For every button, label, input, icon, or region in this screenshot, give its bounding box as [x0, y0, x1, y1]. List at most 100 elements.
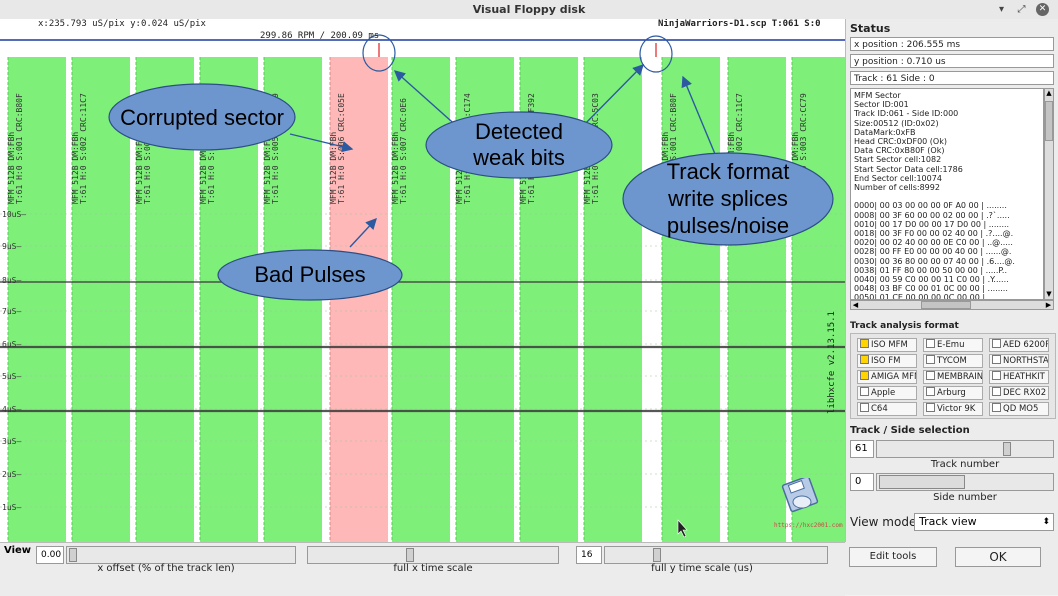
track-plot[interactable]: 10uS– 9uS– 8uS– 7uS– 6uS– 5uS– 4uS– 3uS– 2uS– 1uS…: [0, 19, 845, 542]
details-horizontal-scrollbar[interactable]: ◀ ▶: [850, 300, 1054, 310]
track-number-slider[interactable]: [876, 440, 1054, 458]
sector-band[interactable]: [72, 57, 130, 542]
track-viewer[interactable]: 10uS– 9uS– 8uS– 7uS– 6uS– 5uS– 4uS– 3uS– 2uS– 1uS…: [0, 19, 845, 542]
detail-line: Start Sector cell:1082: [854, 155, 942, 165]
detail-line: Start Sector Data cell:1786: [854, 164, 963, 174]
side-number-input[interactable]: 0: [850, 473, 874, 491]
track-number-input[interactable]: 61: [850, 440, 874, 458]
y-tick-label: 10uS–: [2, 210, 26, 219]
format-checkbox-membrain[interactable]: MEMBRAIN: [923, 370, 983, 384]
track-slider-thumb[interactable]: [1003, 442, 1011, 456]
scroll-thumb[interactable]: [1045, 101, 1053, 141]
y-scale-thumb[interactable]: [653, 548, 661, 562]
sector-band[interactable]: [662, 57, 720, 542]
y-scale-input[interactable]: 16: [576, 546, 602, 564]
side-number-label: Side number: [933, 492, 997, 503]
side-number-slider[interactable]: [876, 473, 1054, 491]
callout-corrupted-text: Corrupted sector: [120, 105, 284, 130]
format-label: MEMBRAIN: [937, 372, 983, 382]
file-info: NinjaWarriors-D1.scp T:061 S:0: [658, 19, 821, 29]
x-offset-slider[interactable]: [66, 546, 296, 564]
checkbox-icon[interactable]: [992, 355, 1001, 364]
y-position-field: y position : 0.710 us: [850, 54, 1054, 68]
view-controls: View 0.00 x offset (% of the track len) …: [0, 542, 845, 596]
checkbox-icon[interactable]: [926, 355, 935, 364]
format-checkbox-victor-9k[interactable]: Victor 9K: [923, 402, 983, 416]
x-scale-slider[interactable]: [307, 546, 559, 564]
format-checkbox-apple[interactable]: Apple: [857, 386, 917, 400]
format-label: E-Emu: [937, 340, 965, 350]
ok-button[interactable]: OK: [955, 547, 1041, 567]
track-side-field: Track : 61 Side : 0: [850, 71, 1054, 85]
scroll-up-icon[interactable]: ▲: [1046, 89, 1052, 97]
svg-text:T:61 H:0 S:005 CRC:6889: T:61 H:0 S:005 CRC:6889: [271, 93, 280, 204]
detail-line: 0008| 00 3F 60 00 00 02 00 00 | .?`.....: [854, 210, 1010, 220]
format-checkbox-tycom[interactable]: TYCOM: [923, 354, 983, 368]
format-checkbox-iso-mfm[interactable]: ISO MFM: [857, 338, 917, 352]
scroll-left-icon[interactable]: ◀: [852, 301, 859, 309]
checkbox-icon[interactable]: [860, 339, 869, 348]
format-checkbox-arburg[interactable]: Arburg: [923, 386, 983, 400]
checkbox-icon[interactable]: [992, 371, 1001, 380]
logo-caption: https://hxc2001.com: [774, 522, 843, 529]
checkbox-icon[interactable]: [860, 387, 869, 396]
format-checkbox-dec-rx02[interactable]: DEC RX02: [989, 386, 1049, 400]
svg-text:T:61 H:0 S:001 CRC:B80F: T:61 H:0 S:001 CRC:B80F: [15, 93, 24, 204]
version-label: libhxcfe v2.13.15.1: [827, 311, 837, 414]
sector-band[interactable]: [8, 57, 66, 542]
checkbox-icon[interactable]: [992, 339, 1001, 348]
checkbox-icon[interactable]: [860, 403, 869, 412]
view-mode-value: Track view: [919, 515, 977, 528]
sector-details[interactable]: MFM Sector Sector ID:001 Track ID:061 - Si…: [850, 88, 1044, 300]
checkbox-icon[interactable]: [860, 371, 869, 380]
format-checkbox-amiga-mfm[interactable]: AMIGA MFM: [857, 370, 917, 384]
checkbox-icon[interactable]: [860, 355, 869, 364]
format-checkbox-heathkit[interactable]: HEATHKIT: [989, 370, 1049, 384]
edit-tools-button[interactable]: Edit tools: [849, 547, 937, 567]
format-label: TYCOM: [937, 356, 967, 366]
y-scale-slider[interactable]: [604, 546, 828, 564]
details-vertical-scrollbar[interactable]: ▲ ▼: [1044, 88, 1054, 300]
minimize-icon[interactable]: ▾: [998, 4, 1005, 15]
detail-line: 0000| 00 03 00 00 00 0F A0 00 | ........: [854, 201, 1007, 211]
scroll-down-icon[interactable]: ▼: [1046, 290, 1052, 298]
checkbox-icon[interactable]: [926, 371, 935, 380]
detail-line: 0040| 00 59 C0 00 00 11 C0 00 | .Y......: [854, 275, 1009, 285]
scroll-right-icon[interactable]: ▶: [1045, 301, 1052, 309]
checkbox-icon[interactable]: [926, 403, 935, 412]
checkbox-icon[interactable]: [992, 387, 1001, 396]
close-icon[interactable]: ✕: [1036, 3, 1049, 16]
format-checkbox-e-emu[interactable]: E-Emu: [923, 338, 983, 352]
x-scale-label: full x time scale: [393, 563, 473, 574]
detail-line: Size:00512 (ID:0x02): [854, 118, 939, 128]
sector-band-corrupted[interactable]: [330, 57, 388, 542]
x-scale-thumb[interactable]: [406, 548, 414, 562]
sector-band[interactable]: [792, 57, 845, 542]
mouse-cursor-icon: [677, 519, 688, 538]
view-mode-select[interactable]: Track view ⬍: [914, 513, 1054, 531]
side-slider-thumb[interactable]: [879, 475, 965, 489]
x-offset-thumb[interactable]: [69, 548, 77, 562]
x-offset-input[interactable]: 0.00: [36, 546, 64, 564]
format-label: AMIGA MFM: [871, 372, 917, 382]
checkbox-icon[interactable]: [926, 339, 935, 348]
format-checkbox-c64[interactable]: C64: [857, 402, 917, 416]
track-number-label: Track number: [930, 459, 1000, 470]
restore-icon[interactable]: ⤢: [1017, 4, 1026, 15]
svg-text:MFM 512B DM:FBh: MFM 512B DM:FBh: [135, 132, 144, 204]
detail-line: Number of cells:8992: [854, 183, 940, 193]
format-checkbox-qd-mo5[interactable]: QD MO5: [989, 402, 1049, 416]
track-analysis-formats: ISO MFM E-Emu AED 6200P ISO FM TYCOM NORTHSTA…: [850, 333, 1056, 419]
select-arrows-icon: ⬍: [1042, 517, 1050, 527]
sector-band[interactable]: [728, 57, 786, 542]
hscroll-thumb[interactable]: [921, 301, 971, 309]
checkbox-icon[interactable]: [992, 403, 1001, 412]
format-checkbox-northstar[interactable]: NORTHSTAR: [989, 354, 1049, 368]
format-label: DEC RX02: [1003, 388, 1047, 398]
detail-line: Sector ID:001: [854, 100, 909, 110]
format-checkbox-aed-6200p[interactable]: AED 6200P: [989, 338, 1049, 352]
checkbox-icon[interactable]: [926, 387, 935, 396]
format-checkbox-iso-fm[interactable]: ISO FM: [857, 354, 917, 368]
